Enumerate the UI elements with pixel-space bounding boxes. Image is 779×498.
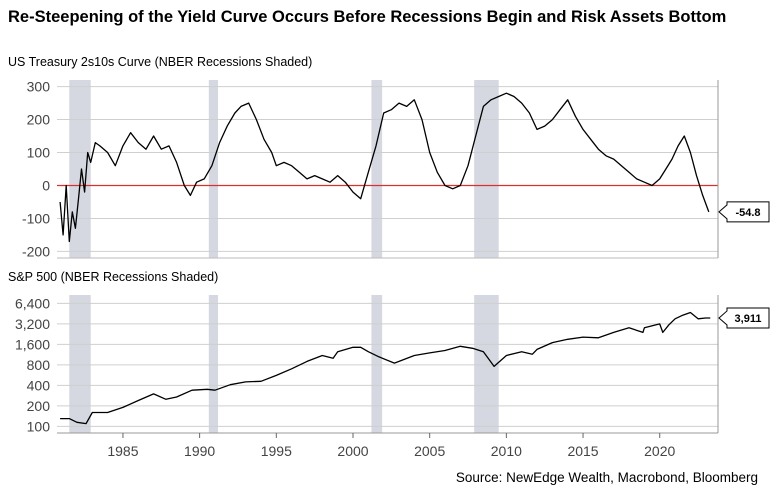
x-tick-label: 1995 (261, 443, 292, 459)
x-tick-label: 2015 (567, 443, 598, 459)
top-last-value-callout (718, 201, 770, 223)
top-recession-band (371, 80, 383, 258)
top-last-value-label: -54.8 (735, 207, 760, 219)
bot-y-tick-label: 100 (27, 418, 51, 434)
bot-y-tick-label: 400 (27, 377, 51, 393)
top-recession-band (208, 80, 219, 258)
top-y-tick-label: -100 (22, 210, 50, 226)
bot-y-tick-label: 200 (27, 398, 51, 414)
bot-last-value-callout (718, 307, 770, 329)
bot-recession-band (69, 295, 91, 433)
yield-curve-chart: -200 -100 0 100 200 300 -54.8 (22, 79, 770, 259)
x-tick-label: 2010 (491, 443, 522, 459)
top-y-tick-label: 300 (27, 79, 51, 95)
bot-recession-band (474, 295, 499, 433)
top-y-tick-label: 0 (42, 177, 50, 193)
source-note: Source: NewEdge Wealth, Macrobond, Bloom… (455, 470, 758, 485)
x-tick-label: 2000 (337, 443, 368, 459)
x-axis: 1985 1990 1995 2000 2005 2010 2015 2020 (57, 257, 718, 459)
x-tick-label: 1985 (107, 443, 138, 459)
x-tick-label: 2005 (414, 443, 445, 459)
bot-y-tick-label: 800 (27, 357, 51, 373)
top-recession-band (474, 80, 499, 258)
top-recession-band (69, 80, 91, 258)
top-chart-subtitle: US Treasury 2s10s Curve (NBER Recessions… (8, 55, 313, 69)
top-series-line (59, 92, 710, 243)
top-y-tick-label: 200 (27, 112, 51, 128)
bot-series-line (60, 311, 711, 425)
top-y-tick-label: 100 (27, 145, 51, 161)
x-tick-label: 2020 (644, 443, 675, 459)
sp500-chart: 100 200 400 800 1,600 3,200 6,400 3,911 (15, 295, 770, 434)
bot-last-value-label: 3,911 (735, 313, 762, 325)
bot-y-tick-label: 3,200 (15, 316, 50, 332)
bot-recession-band (371, 295, 383, 433)
bot-recession-band (208, 295, 219, 433)
top-y-tick-label: -200 (22, 243, 50, 259)
chart-title: Re-Steepening of the Yield Curve Occurs … (8, 8, 727, 26)
bot-y-tick-label: 6,400 (15, 295, 50, 311)
bot-y-tick-label: 1,600 (15, 336, 50, 352)
x-tick-label: 1990 (184, 443, 215, 459)
bottom-chart-subtitle: S&P 500 (NBER Recessions Shaded) (8, 270, 219, 284)
